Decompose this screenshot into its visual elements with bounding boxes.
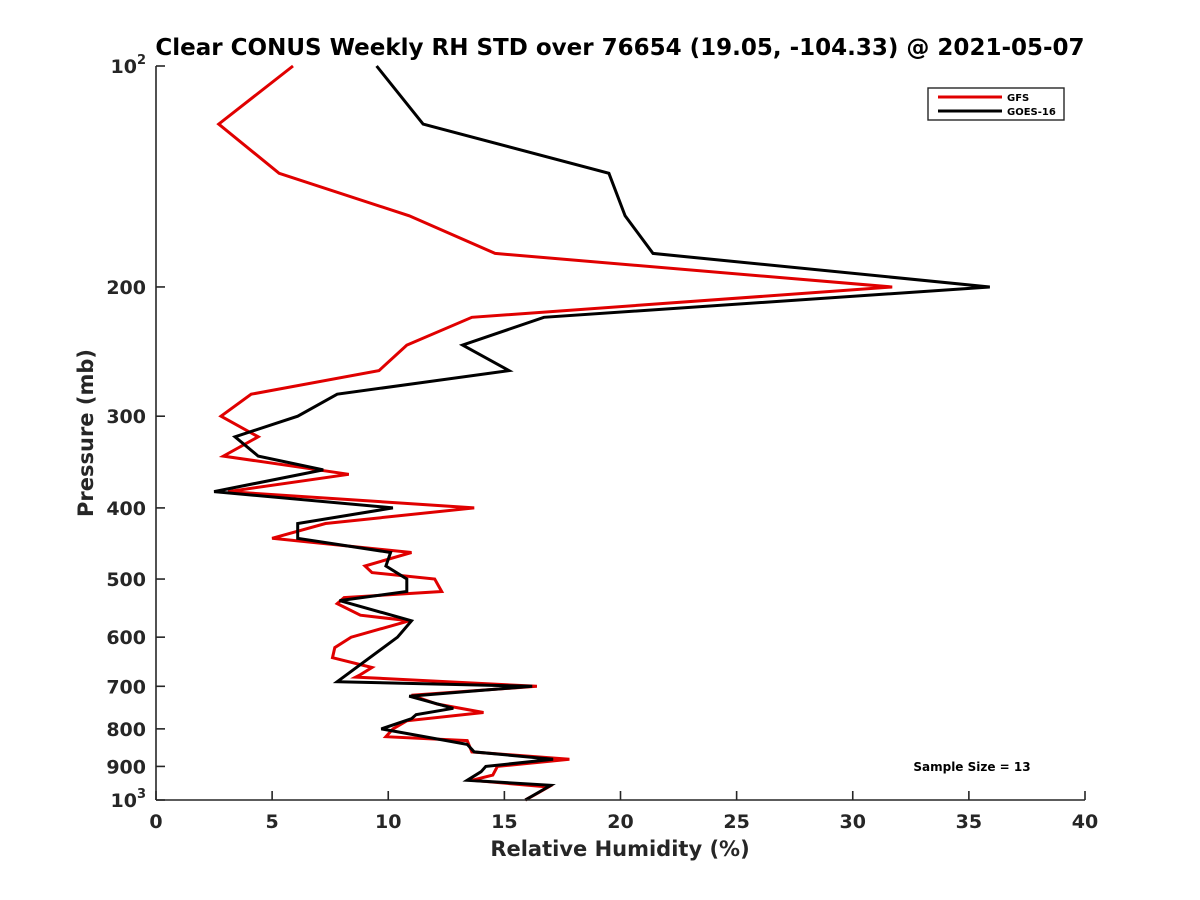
- series-line-goes16: [213, 65, 990, 802]
- legend-label-gfs: GFS: [1007, 93, 1029, 104]
- x-tick-label: 20: [607, 811, 633, 833]
- y-tick-label: 300: [106, 406, 146, 428]
- legend-label-goes16: GOES-16: [1007, 107, 1056, 118]
- legend: GFS GOES-16: [927, 87, 1065, 121]
- y-tick-label: 400: [106, 498, 146, 520]
- y-tick-label: 103: [111, 787, 147, 812]
- legend-box: [927, 87, 1065, 121]
- series-line-gfs: [216, 64, 893, 802]
- x-tick-label: 25: [723, 811, 749, 833]
- y-tick-label: 600: [106, 627, 146, 649]
- x-tick-label: 10: [375, 811, 401, 833]
- y-tick-label: 500: [106, 569, 146, 591]
- y-axis-label: Pressure (mb): [74, 349, 98, 517]
- sample-size-annotation: Sample Size = 13: [913, 760, 1030, 774]
- x-tick-label: 35: [956, 811, 982, 833]
- plot-area: [213, 64, 990, 802]
- x-tick-label: 5: [266, 811, 279, 833]
- x-ticks: 0 5 10 15 20 25 30 35 40: [149, 791, 1098, 833]
- x-tick-label: 40: [1072, 811, 1098, 833]
- x-tick-label: 30: [840, 811, 866, 833]
- x-axis-label: Relative Humidity (%): [490, 837, 749, 861]
- y-ticks: 102 200 300 400 500 600 700 800 900 103: [106, 53, 165, 812]
- y-tick-label: 200: [106, 277, 146, 299]
- y-tick-label: 700: [106, 676, 146, 698]
- y-tick-label: 800: [106, 719, 146, 741]
- series-layer: [213, 64, 990, 802]
- chart-title: Clear CONUS Weekly RH STD over 76654 (19…: [155, 35, 1084, 61]
- x-tick-label: 15: [491, 811, 517, 833]
- x-tick-label: 0: [149, 811, 162, 833]
- y-tick-label: 102: [111, 53, 147, 78]
- y-tick-label: 900: [106, 756, 146, 778]
